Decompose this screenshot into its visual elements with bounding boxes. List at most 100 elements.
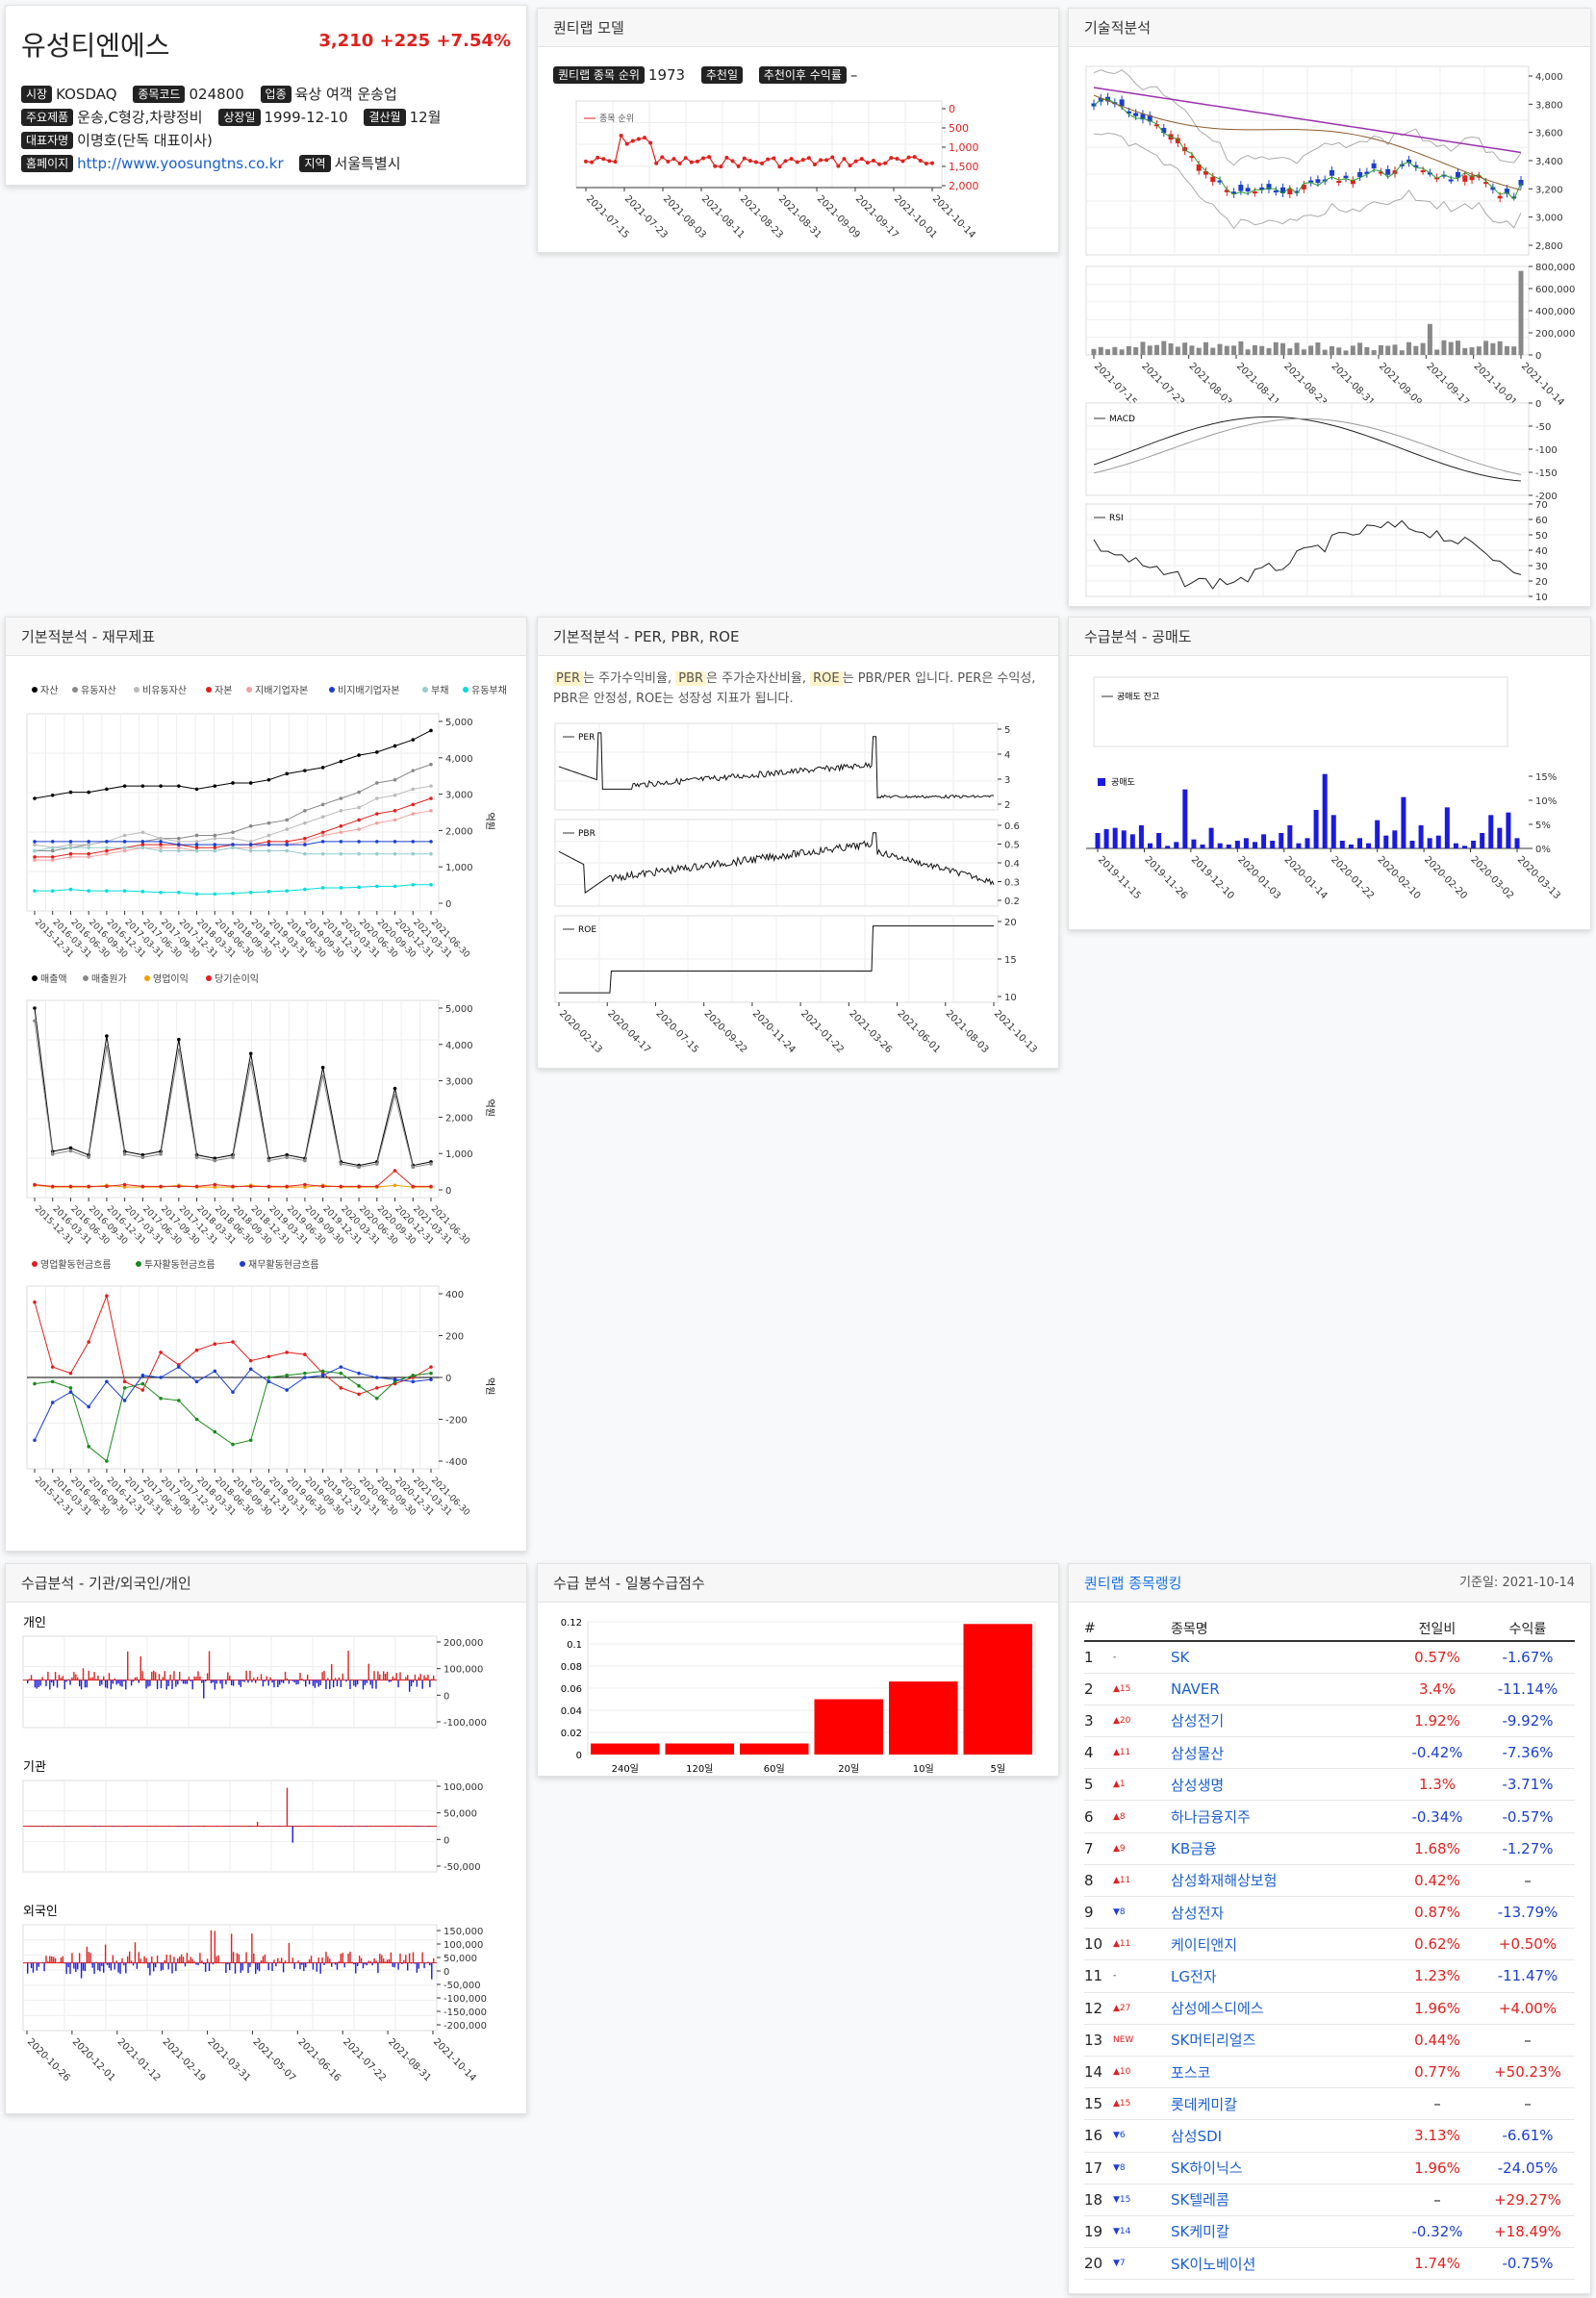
ranking-row[interactable]: 5 ▲1 삼성생명 1.3% -3.71% [1084, 1768, 1575, 1802]
roe-tick-label: 15 [1004, 955, 1017, 966]
short-bar [1383, 835, 1389, 848]
individual-bar [145, 1679, 147, 1689]
fund2-point [231, 1155, 235, 1159]
return-rate: -9.92% [1481, 1705, 1575, 1738]
ranking-card: 퀀티랩 종목랭킹 기준일: 2021-10-14 # 종목명 전일비 수익률 1… [1068, 1563, 1591, 2294]
stock-name[interactable]: 삼성물산 [1171, 1736, 1394, 1770]
foreign-bar [321, 1957, 323, 1963]
ranking-row[interactable]: 19 ▼14 SK케미칼 -0.32% +18.49% [1084, 2215, 1575, 2249]
volume-bar [1252, 344, 1257, 355]
institution-bar [343, 1826, 345, 1828]
short-selling-card: 수급분석 - 공매도 공매도 잔고 공매도 15% 10% 5% 0% 2019-11-15… [1068, 617, 1591, 930]
foreign-bar [225, 1962, 227, 1974]
stock-name[interactable]: 삼성생명 [1171, 1768, 1394, 1802]
signal-line [1093, 417, 1522, 475]
stock-name[interactable]: SK케미칼 [1171, 2215, 1394, 2249]
rank-tick-label: 0 [949, 103, 955, 115]
ranking-row[interactable]: 7 ▲9 KB금융 1.68% -1.27% [1084, 1832, 1575, 1865]
volume-bar [1182, 342, 1188, 355]
rank-change: ▼14 [1113, 2215, 1171, 2249]
foreign-bar [393, 1962, 395, 1968]
ranking-row[interactable]: 15 ▲15 롯데케미칼 – – [1084, 2087, 1575, 2121]
fund1-point [248, 848, 253, 853]
ranking-row[interactable]: 1- SK 0.57% -1.67% [1084, 1641, 1575, 1674]
individual-bar [312, 1679, 315, 1686]
candle [1147, 114, 1153, 122]
foreign-tick-label: -50,000 [443, 1981, 481, 1991]
legend-swatch [83, 975, 89, 981]
stock-name[interactable]: 케이티앤지 [1171, 1928, 1394, 1961]
label-market: 시장 [21, 86, 53, 103]
fund2-point [303, 1158, 307, 1163]
fund2-point [140, 1152, 145, 1157]
ranking-row[interactable]: 8 ▲11 삼성화재해상보험 0.42% – [1084, 1864, 1575, 1898]
stock-name[interactable]: 삼성에스디에스 [1171, 1992, 1394, 2025]
ranking-row[interactable]: 17 ▼8 SK하이닉스 1.96% -24.05% [1084, 2152, 1575, 2184]
stock-name[interactable]: 삼성SDI [1171, 2119, 1394, 2153]
fund1-point [303, 769, 307, 772]
x-tick-label: 2021-07-22 [341, 2036, 388, 2083]
homepage-link[interactable]: http://www.yoosungtns.co.kr [77, 155, 284, 172]
per-pbr-roe-card: 기본적분석 - PER, PBR, ROE PER 는 주가수익비율, PBR 은 … [537, 617, 1059, 1069]
fund1-point [266, 848, 271, 853]
ranking-row[interactable]: 4 ▲11 삼성물산 -0.42% -7.36% [1084, 1736, 1575, 1770]
stock-name[interactable]: KB금융 [1171, 1832, 1394, 1865]
stock-name[interactable]: SK이노베이션 [1171, 2247, 1394, 2281]
card-title: 기본적분석 - 재무제표 [6, 618, 526, 656]
short-bar [1217, 843, 1223, 848]
ranking-row[interactable]: 3 ▲20 삼성전기 1.92% -9.92% [1084, 1705, 1575, 1738]
rank-number: 19 [1084, 2215, 1113, 2249]
stock-name[interactable]: 롯데케미칼 [1171, 2087, 1394, 2121]
individual-bar [119, 1679, 121, 1686]
score-bar [814, 1699, 883, 1755]
ranking-row[interactable]: 9 ▼8 삼성전자 0.87% -13.79% [1084, 1896, 1575, 1930]
x-tick-label: 2019-12-10 [1189, 854, 1236, 901]
fund1-point [105, 889, 109, 893]
x-tick-label: 2020-01-03 [1235, 854, 1282, 901]
stock-name[interactable]: SK하이닉스 [1171, 2152, 1394, 2184]
ranking-row[interactable]: 18 ▼15 SK텔레콤 – +29.27% [1084, 2184, 1575, 2216]
ranking-row[interactable]: 16 ▼6 삼성SDI 3.13% -6.61% [1084, 2119, 1575, 2153]
individual-bar [433, 1675, 435, 1680]
ranking-row[interactable]: 14 ▲10 포스코 0.77% +50.23% [1084, 2056, 1575, 2089]
fund1-point [122, 833, 127, 838]
ranking-row[interactable]: 11- LG전자 1.23% -11.47% [1084, 1959, 1575, 1993]
rank-point [830, 155, 835, 160]
short-bar [1375, 820, 1381, 848]
stock-name[interactable]: 포스코 [1171, 2056, 1394, 2089]
ranking-row[interactable]: 6 ▲8 하나금융지주 -0.34% -0.57% [1084, 1800, 1575, 1833]
y-tick-label: 0.08 [561, 1662, 582, 1673]
ranking-row[interactable]: 10 ▲11 케이티앤지 0.62% +0.50% [1084, 1928, 1575, 1961]
ranking-row[interactable]: 13 NEW SK머티리얼즈 0.44% – [1084, 2024, 1575, 2057]
stock-name[interactable]: 하나금융지주 [1171, 1800, 1394, 1833]
stock-name[interactable]: SK머티리얼즈 [1171, 2024, 1394, 2057]
stock-name[interactable]: 삼성전기 [1171, 1705, 1394, 1738]
legend-label: 유동부채 [471, 685, 507, 696]
ranking-row[interactable]: 12 ▲27 삼성에스디에스 1.96% +4.00% [1084, 1992, 1575, 2025]
short-bar [1401, 796, 1406, 848]
individual-bar [419, 1674, 421, 1680]
stock-name[interactable]: NAVER [1171, 1673, 1394, 1705]
foreign-tick-label: -150,000 [443, 2008, 487, 2018]
ranking-row[interactable]: 2 ▲15 NAVER 3.4% -11.14% [1084, 1673, 1575, 1705]
fund3-point [266, 1354, 271, 1359]
legend-label: 자본 [215, 685, 232, 696]
fund1-point [194, 787, 199, 792]
individual-bar [77, 1677, 79, 1680]
stock-name[interactable]: 삼성전자 [1171, 1896, 1394, 1930]
foreign-bar [204, 1962, 207, 1972]
rank-change: ▲8 [1113, 1800, 1171, 1833]
foreign-bar [431, 1962, 433, 1980]
stock-name[interactable]: LG전자 [1171, 1959, 1394, 1993]
short-bar [1095, 833, 1101, 848]
ranking-row[interactable]: 20 ▼7 SK이노베이션 1.74% -0.75% [1084, 2247, 1575, 2281]
fund2-point [285, 1152, 289, 1157]
volume-bar [1287, 348, 1293, 355]
stock-name[interactable]: SK텔레콤 [1171, 2184, 1394, 2216]
stock-name[interactable]: SK [1171, 1641, 1394, 1674]
volume-bar [1434, 349, 1440, 355]
volume-bar [1126, 345, 1131, 355]
individual-bar [110, 1679, 113, 1690]
individual-bar [104, 1679, 107, 1688]
stock-name[interactable]: 삼성화재해상보험 [1171, 1864, 1394, 1898]
